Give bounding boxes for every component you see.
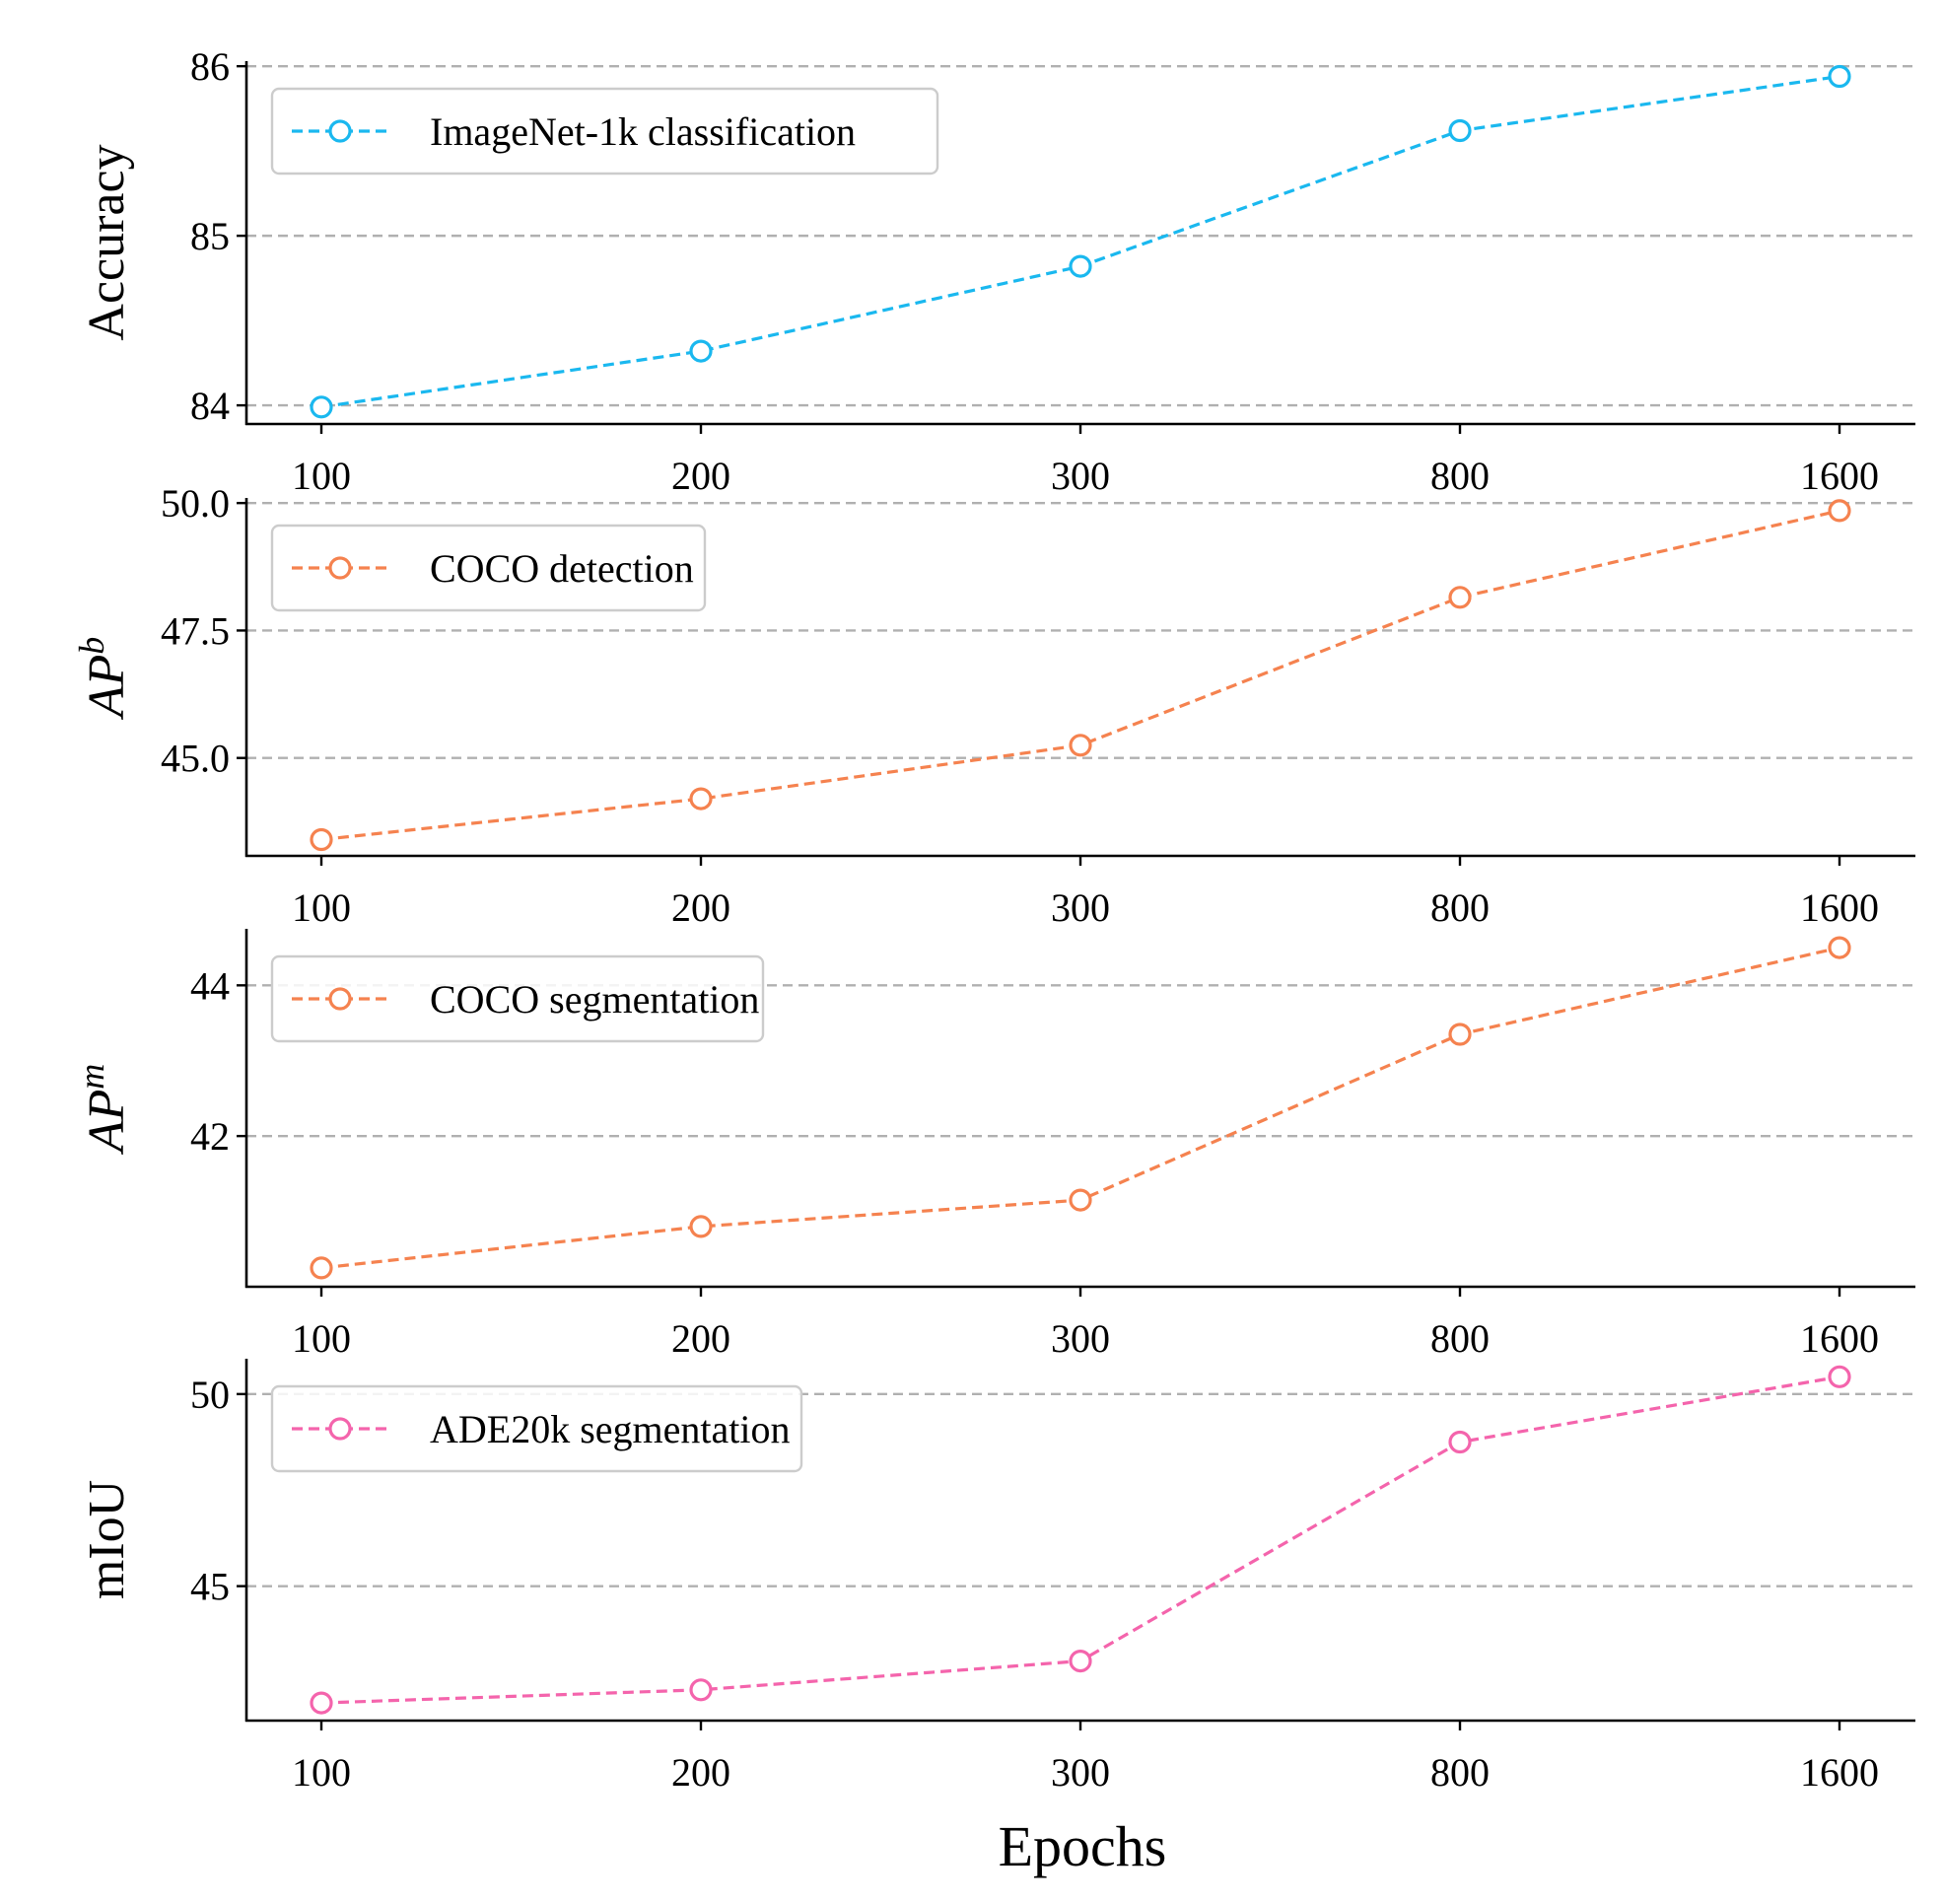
legend-marker [328,987,352,1011]
data-point [1828,64,1851,89]
legend-marker [328,556,352,580]
data-point [689,1215,713,1238]
legend-label: COCO detection [430,546,694,591]
data-point [310,395,333,419]
x-tick-label: 1600 [1800,1750,1879,1795]
legend: ImageNet-1k classification [270,87,939,176]
y-axis-label-base: AP [79,655,135,721]
data-point [1448,1023,1472,1046]
data-point [1448,118,1472,143]
x-tick-label: 1600 [1800,1316,1879,1361]
y-tick-label: 50 [190,1373,230,1417]
data-point [689,339,713,363]
y-tick-label: 45.0 [161,737,230,781]
x-tick-label: 1600 [1800,454,1879,498]
x-tick-label: 200 [671,454,730,498]
data-point [310,827,333,852]
y-axis-label: mIoU [79,1480,135,1599]
y-axis-label-superscript: m [72,1064,111,1090]
data-point [1448,586,1472,609]
chart-panels: 84 85 86 100 200 300 800 1600 Accuracy ImageNet-1… [72,44,1915,1795]
x-axis-label: Epochs [999,1814,1167,1878]
y-tick-label: 47.5 [161,608,230,653]
x-tick-label: 100 [292,885,351,930]
x-tick-label: 100 [292,454,351,498]
legend-box [270,1384,803,1473]
legend-box [270,524,707,612]
x-tick-label: 300 [1051,1750,1110,1795]
chart-panel-3: 42 44 100 200 300 800 1600 APm COCO segmentation [72,929,1915,1361]
x-tick-label: 800 [1430,1316,1490,1361]
legend-marker [328,1417,352,1441]
y-axis-label: APb [72,637,135,721]
legend-label: ImageNet-1k classification [430,109,856,154]
y-axis-label: APm [72,1064,135,1156]
legend: COCO detection [270,524,707,612]
x-tick-label: 300 [1051,454,1110,498]
legend-box [270,954,765,1043]
x-tick-label: 300 [1051,1316,1110,1361]
y-tick-label: 42 [190,1114,230,1159]
chart-panel-4: 45 50 100 200 300 800 1600 mIoU ADE20k segmentat… [79,1359,1915,1795]
y-tick-label: 84 [190,384,230,428]
y-axis-label-superscript: b [72,637,111,655]
chart-panel-2: 45.0 47.5 50.0 100 200 300 800 1600 APb COCO dete… [72,481,1915,930]
y-tick-label: 44 [190,963,230,1008]
y-axis-label: Accuracy [79,144,135,340]
x-tick-label: 100 [292,1316,351,1361]
legend-label: ADE20k segmentation [430,1407,791,1451]
legend-marker [328,119,352,143]
y-tick-label: 50.0 [161,481,230,526]
data-point [1069,254,1092,278]
y-tick-label: 45 [190,1565,230,1609]
legend-label: COCO segmentation [430,977,759,1022]
data-point [310,1256,333,1280]
y-tick-label: 86 [190,44,230,89]
x-tick-label: 1600 [1800,885,1879,930]
legend: ADE20k segmentation [270,1384,803,1473]
chart-panel-1: 84 85 86 100 200 300 800 1600 Accuracy ImageNet-1… [79,44,1915,498]
data-point [1069,1649,1092,1673]
data-point [1828,499,1851,523]
data-point [310,1691,333,1715]
data-point [1448,1430,1472,1454]
x-tick-label: 300 [1051,885,1110,930]
x-tick-label: 200 [671,1316,730,1361]
y-tick-label: 85 [190,214,230,258]
x-tick-label: 200 [671,1750,730,1795]
data-point [689,787,713,811]
y-axis-label-base: AP [79,1090,135,1156]
x-tick-label: 800 [1430,1750,1490,1795]
data-point [1828,936,1851,959]
data-point [1828,1365,1851,1388]
x-tick-label: 100 [292,1750,351,1795]
x-tick-label: 800 [1430,885,1490,930]
data-point [1069,1188,1092,1212]
legend: COCO segmentation [270,954,765,1043]
data-point [689,1678,713,1702]
x-tick-label: 200 [671,885,730,930]
data-point [1069,734,1092,757]
legend-box [270,87,939,176]
series-line [320,509,1840,842]
x-tick-label: 800 [1430,454,1490,498]
